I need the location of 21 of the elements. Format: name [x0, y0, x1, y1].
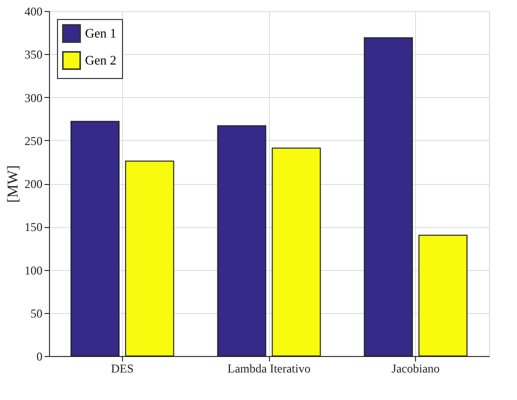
bar — [125, 160, 174, 356]
y-tick-label: 200 — [24, 177, 42, 191]
y-tick-label: 100 — [24, 263, 42, 278]
y-tick-label: 300 — [24, 90, 42, 105]
y-tick-label: 350 — [24, 48, 42, 62]
y-tick-label: 400 — [24, 4, 42, 18]
bar — [272, 148, 321, 356]
y-tick-label: 250 — [24, 134, 42, 148]
x-tick-label: Lambda Iterativo — [228, 362, 310, 376]
y-tick-label: 150 — [24, 220, 42, 234]
bar — [217, 125, 266, 356]
x-tick-label: Jacobiano — [392, 362, 440, 376]
legend-label: Gen 1 — [85, 26, 116, 40]
x-tick-label: DES — [110, 362, 134, 376]
y-tick-label: 50 — [30, 306, 42, 320]
y-tick-label: 0 — [36, 350, 42, 364]
y-axis-title: [MW] — [6, 165, 22, 203]
legend-label: Gen 2 — [85, 52, 116, 68]
bar — [418, 234, 468, 356]
bar — [70, 120, 120, 356]
bar — [364, 37, 413, 356]
